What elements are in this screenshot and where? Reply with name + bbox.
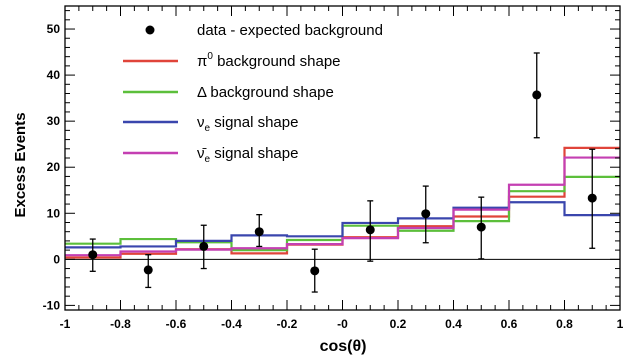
x-tick-label: 0.2 [390, 317, 407, 331]
legend: data - expected background π0 background … [123, 22, 383, 165]
data-points [88, 52, 597, 293]
y-axis-title: Excess Events [12, 112, 29, 217]
y-tick-label: 10 [47, 206, 61, 220]
legend-label-2: νe signal shape [197, 114, 298, 134]
y-tick-label: 30 [47, 114, 61, 128]
data-point [310, 266, 320, 276]
legend-label-data: data - expected background [197, 22, 383, 39]
y-tick-label: 40 [47, 68, 61, 82]
data-point [476, 222, 486, 232]
legend-label-1: Δ background shape [197, 84, 334, 101]
x-tick-label: -0.6 [166, 317, 187, 331]
x-tick-label: -0.4 [221, 317, 242, 331]
data-point [88, 250, 98, 260]
x-tick-label: 1 [617, 317, 624, 331]
x-tick-label: -0.2 [277, 317, 298, 331]
legend-label-3: ν̄e signal shape [197, 145, 298, 165]
axes: -10 0 10 20 30 40 50 -1 -0.8 -0.6 -0.4 -0.2 -0 0.2 0.4… [43, 5, 624, 331]
data-point [532, 90, 542, 100]
x-tick-label: -0 [337, 317, 348, 331]
data-point [199, 241, 209, 251]
y-tick-label: 20 [47, 160, 61, 174]
data-point [143, 265, 153, 275]
x-tick-label: 0.4 [445, 317, 462, 331]
data-point [365, 225, 375, 235]
x-tick-label: -0.8 [110, 317, 131, 331]
legend-label-0: π0 background shape [197, 51, 341, 70]
data-point [421, 209, 431, 219]
legend-marker-data [145, 25, 155, 35]
series-line-3 [65, 156, 620, 257]
y-tick-label: 50 [47, 22, 61, 36]
y-tick-label: -10 [43, 298, 61, 312]
x-tick-label: 0.8 [556, 317, 573, 331]
data-point [587, 193, 597, 203]
x-tick-label: 0.6 [501, 317, 518, 331]
series-lines [65, 146, 620, 260]
data-point [254, 227, 264, 237]
x-axis-title: cos(θ) [320, 338, 367, 355]
x-tick-label: -1 [60, 317, 71, 331]
y-tick-label: 0 [53, 252, 60, 266]
